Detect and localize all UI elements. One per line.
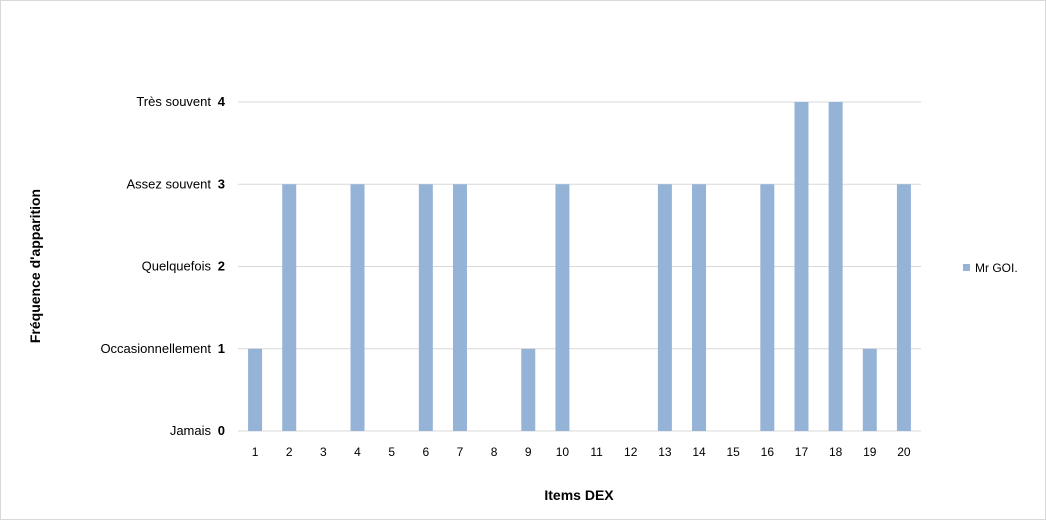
x-tick-label: 11 [590, 445, 603, 459]
x-axis-title: Items DEX [544, 487, 614, 503]
y-tick-number: 3 [218, 176, 225, 191]
x-axis-ticks: 1 2 3 4 5 6 7 8 9 10 11 12 13 14 15 16 17 18 19 20 [252, 445, 911, 459]
y-tick-label: Jamais [170, 423, 212, 438]
bar [555, 184, 569, 431]
bar [897, 184, 911, 431]
bar [453, 184, 467, 431]
bar [658, 184, 672, 431]
y-tick-label: Très souvent [136, 94, 211, 109]
x-tick-label: 13 [658, 445, 672, 459]
bar [794, 102, 808, 431]
x-tick-label: 15 [726, 445, 740, 459]
x-tick-label: 19 [863, 445, 877, 459]
x-tick-label: 16 [761, 445, 775, 459]
x-tick-label: 18 [829, 445, 843, 459]
y-tick-label: Occasionnellement [100, 341, 211, 356]
y-tick-number: 4 [218, 94, 226, 109]
y-axis-title: Fréquence d'apparition [27, 189, 43, 343]
x-tick-label: 8 [491, 445, 498, 459]
x-tick-label: 7 [457, 445, 464, 459]
x-tick-label: 1 [252, 445, 259, 459]
x-tick-label: 4 [354, 445, 361, 459]
x-tick-label: 2 [286, 445, 293, 459]
x-tick-label: 9 [525, 445, 532, 459]
gridlines [238, 102, 921, 431]
legend-swatch [963, 264, 970, 271]
y-tick-label: Assez souvent [126, 176, 211, 191]
bar [829, 102, 843, 431]
x-tick-label: 6 [422, 445, 429, 459]
bar [351, 184, 365, 431]
legend: Mr GOI. [963, 261, 1018, 275]
x-tick-label: 20 [897, 445, 911, 459]
y-tick-number: 1 [218, 341, 225, 356]
x-tick-label: 10 [556, 445, 570, 459]
y-tick-number: 2 [218, 259, 225, 274]
x-tick-label: 17 [795, 445, 809, 459]
y-axis-ticks: Jamais 0 Occasionnellement 1 Quelquefois 2 Ass… [100, 94, 225, 438]
bar [863, 349, 877, 431]
legend-label: Mr GOI. [975, 261, 1018, 275]
bar [760, 184, 774, 431]
y-tick-label: Quelquefois [142, 259, 212, 274]
y-tick-number: 0 [218, 423, 225, 438]
x-tick-label: 12 [624, 445, 638, 459]
bar [419, 184, 433, 431]
x-tick-label: 5 [388, 445, 395, 459]
bar [282, 184, 296, 431]
x-tick-label: 14 [692, 445, 706, 459]
bar [692, 184, 706, 431]
bar [521, 349, 535, 431]
x-tick-label: 3 [320, 445, 327, 459]
bar [248, 349, 262, 431]
